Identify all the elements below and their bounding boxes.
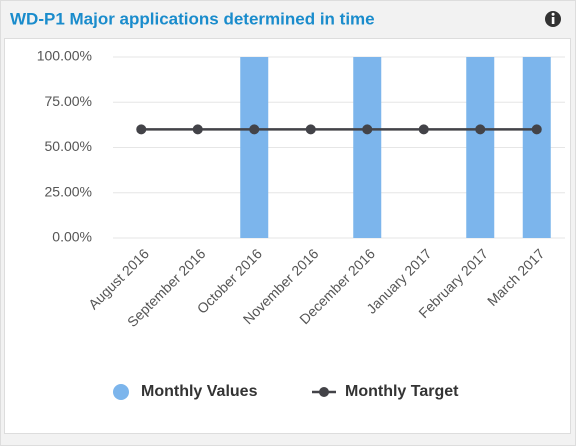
line-marker <box>418 124 429 135</box>
legend-label: Monthly Values <box>141 383 258 400</box>
line-marker <box>475 124 486 135</box>
y-tick-label: 0.00% <box>52 229 92 245</box>
line-marker <box>192 124 203 135</box>
info-icon[interactable] <box>545 11 561 27</box>
y-tick-label: 75.00% <box>45 93 92 109</box>
legend-symbol <box>319 387 329 397</box>
bar <box>353 57 382 238</box>
chart-title: WD-P1 Major applications determined in t… <box>10 9 375 28</box>
bar <box>522 57 551 238</box>
line-marker <box>305 124 316 135</box>
bar <box>466 57 495 238</box>
line-marker <box>249 124 260 135</box>
y-tick-label: 100.00% <box>37 48 92 64</box>
line-marker <box>136 124 147 135</box>
y-tick-label: 50.00% <box>45 138 92 154</box>
legend-symbol <box>113 384 129 400</box>
legend-label: Monthly Target <box>345 383 459 400</box>
line-marker <box>531 124 542 135</box>
bar <box>240 57 269 238</box>
line-marker <box>362 124 373 135</box>
y-tick-label: 25.00% <box>45 183 92 199</box>
